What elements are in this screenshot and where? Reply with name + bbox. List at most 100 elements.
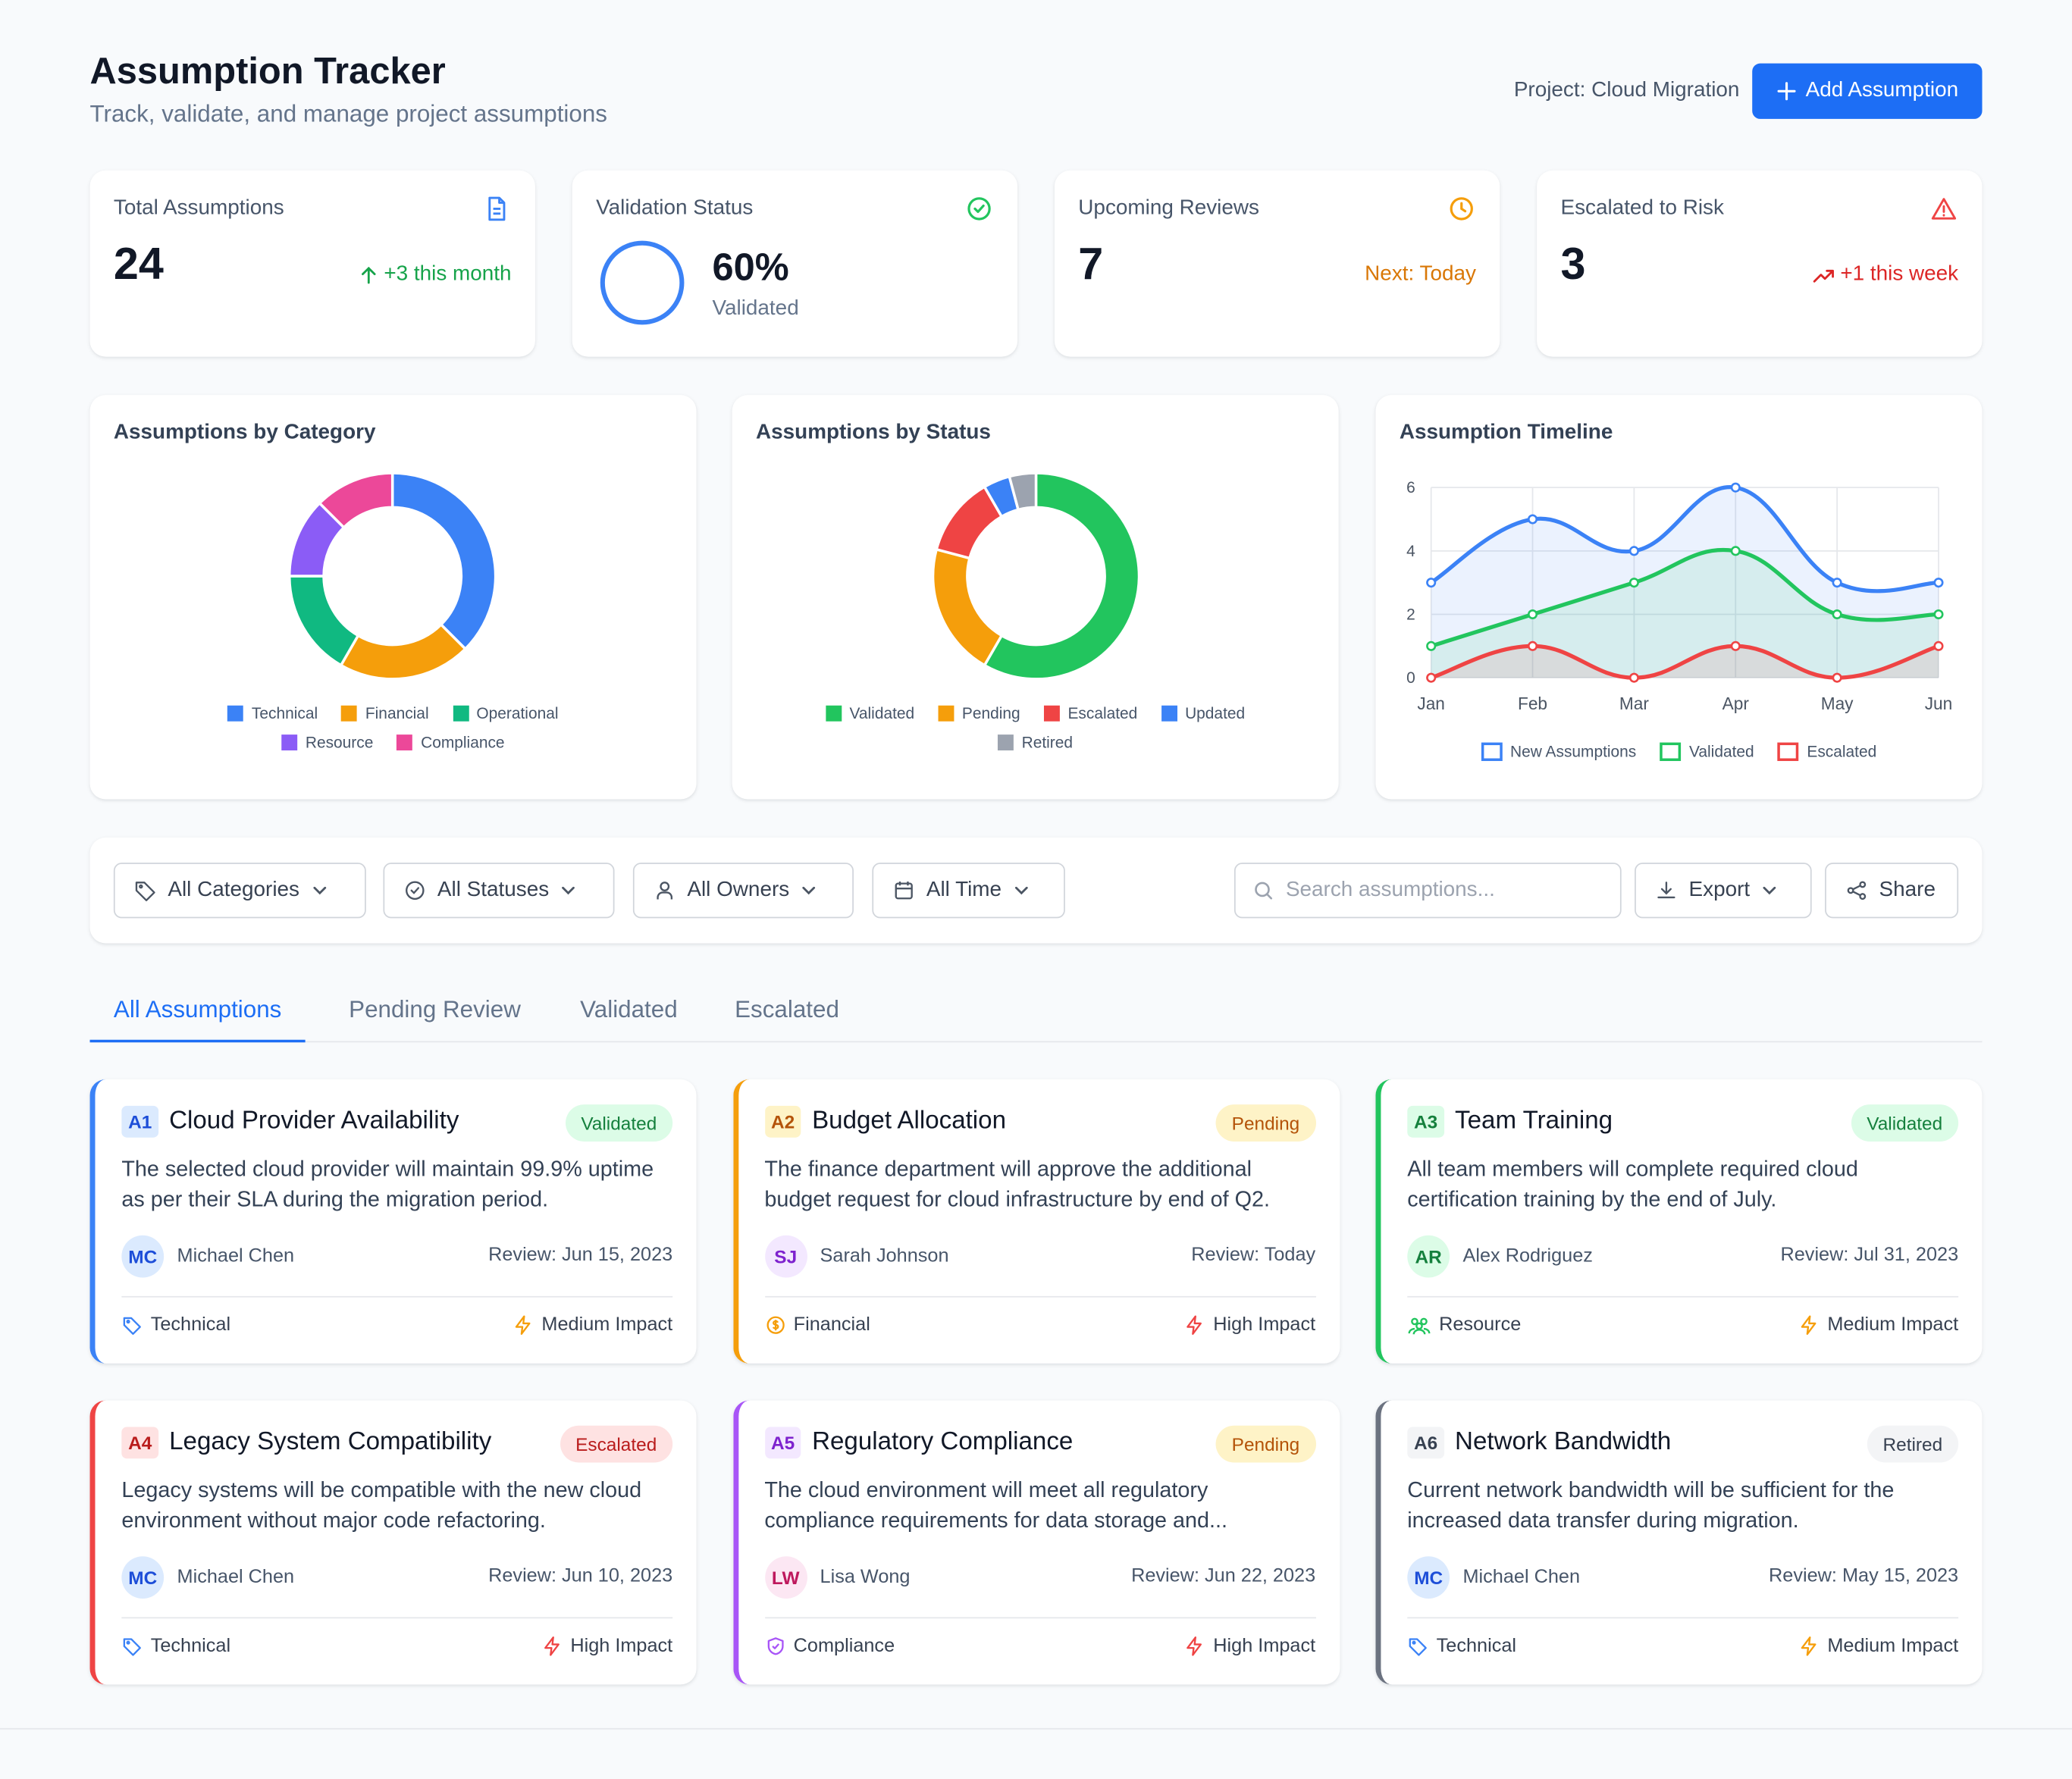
assumption-description: The selected cloud provider will maintai… (121, 1157, 654, 1212)
assumption-title[interactable]: Regulatory Compliance (812, 1428, 1074, 1456)
legend-item: New Assumptions (1481, 742, 1636, 761)
card-divider (121, 1295, 673, 1298)
status-badge: Validated (565, 1104, 673, 1142)
legend-item: Validated (1660, 742, 1754, 761)
document-icon (488, 196, 506, 221)
download-icon (1657, 882, 1675, 899)
project-label: Project: Cloud Migration (1513, 79, 1740, 102)
legend-item-resource: Resource (281, 733, 373, 752)
legend-label: Escalated (1807, 742, 1877, 761)
owner-filter-dropdown[interactable]: All Owners (632, 863, 854, 919)
assumption-category: Resource (1407, 1314, 1521, 1336)
footer-divider (0, 1727, 2072, 1730)
x-tick-label: May (1821, 694, 1854, 713)
user-icon (657, 882, 673, 900)
legend-label: Technical (251, 704, 318, 723)
validation-percent: 60% (712, 246, 789, 290)
calendar-icon (895, 882, 913, 900)
stat-label: Escalated to Risk (1560, 196, 1724, 220)
stat-value: 24 (113, 239, 164, 290)
stat-value: 7 (1078, 239, 1104, 290)
impact-label: High Impact (1213, 1635, 1316, 1657)
review-date: Review: Jun 15, 2023 (488, 1244, 673, 1266)
owner-name: Alex Rodriguez (1462, 1245, 1593, 1267)
legend-label: Updated (1185, 704, 1246, 723)
assumption-id: A3 (1407, 1105, 1444, 1138)
y-tick-label: 0 (1406, 669, 1415, 687)
assumption-title[interactable]: Budget Allocation (812, 1107, 1007, 1135)
assumption-title[interactable]: Cloud Provider Availability (169, 1107, 459, 1135)
assumption-tabs: All Assumptions Pending Review Validated… (89, 983, 1983, 1043)
legend-swatch (1481, 742, 1503, 761)
owner-name: Lisa Wong (820, 1567, 911, 1589)
data-point (1527, 641, 1538, 651)
data-point (1527, 514, 1538, 525)
assumption-card[interactable]: A4 Legacy System Compatibility Escalated… (89, 1400, 697, 1685)
tag-icon (123, 1317, 141, 1336)
export-dropdown[interactable]: Export (1635, 863, 1812, 919)
data-point (1933, 578, 1944, 588)
avatar: MC (1407, 1556, 1450, 1599)
legend-swatch (227, 705, 244, 722)
assumption-title[interactable]: Legacy System Compatibility (169, 1428, 492, 1456)
share-label: Share (1879, 879, 1936, 901)
category-label: Compliance (793, 1635, 895, 1657)
time-filter-dropdown[interactable]: All Time (872, 863, 1065, 919)
share-icon (1847, 881, 1867, 900)
tab-all-assumptions[interactable]: All Assumptions (89, 996, 306, 1043)
data-point (1832, 578, 1842, 588)
assumption-card[interactable]: A2 Budget Allocation Pending The finance… (732, 1079, 1340, 1364)
series-area-1 (1431, 550, 1939, 678)
status-filter-dropdown[interactable]: All Statuses (383, 863, 615, 919)
assumption-title[interactable]: Network Bandwidth (1455, 1428, 1672, 1456)
tab-validated[interactable]: Validated (580, 996, 678, 1023)
assumption-card[interactable]: A1 Cloud Provider Availability Validated… (89, 1079, 697, 1364)
data-point (1426, 672, 1437, 683)
x-tick-label: Feb (1518, 694, 1547, 713)
category-filter-dropdown[interactable]: All Categories (113, 863, 366, 919)
legend-item-compliance: Compliance (397, 733, 505, 752)
legend-item-escalated: Escalated (1044, 704, 1137, 722)
avatar: MC (121, 1235, 165, 1278)
legend-label: Pending (961, 704, 1020, 723)
card-divider (764, 1617, 1316, 1619)
legend-label: Financial (365, 704, 429, 723)
search-box (1233, 863, 1622, 919)
stat-note-text: +1 this week (1840, 262, 1959, 286)
data-point (1832, 672, 1842, 683)
add-assumption-button[interactable]: Add Assumption (1752, 63, 1983, 119)
donut-slice-pending (931, 547, 1004, 668)
data-point (1730, 546, 1741, 556)
impact-label: High Impact (570, 1635, 673, 1657)
plus-icon (1778, 82, 1797, 101)
status-badge: Validated (1851, 1104, 1959, 1142)
assumption-category: Technical (1407, 1636, 1516, 1657)
filter-label: All Statuses (437, 879, 550, 901)
share-button[interactable]: Share (1825, 863, 1959, 919)
tag-icon (123, 1638, 141, 1656)
assumption-description: Legacy systems will be compatible with t… (121, 1478, 642, 1533)
timeline-area-chart: 0 2 4 6 Jan Feb Mar Apr May Jun (1406, 479, 1952, 713)
review-date: Review: Jun 10, 2023 (488, 1565, 673, 1587)
assumption-id: A1 (121, 1105, 158, 1138)
assumption-card[interactable]: A6 Network Bandwidth Retired Current net… (1375, 1400, 1983, 1685)
review-date: Review: May 15, 2023 (1769, 1565, 1959, 1587)
category-label: Technical (1436, 1635, 1517, 1657)
stat-note-text: Next: Today (1365, 262, 1476, 286)
search-input[interactable] (1285, 879, 1603, 903)
tab-escalated[interactable]: Escalated (735, 996, 839, 1023)
assumption-card[interactable]: A5 Regulatory Compliance Pending The clo… (732, 1400, 1340, 1685)
assumption-owner: LW Lisa Wong (764, 1556, 910, 1599)
chevron-down-icon (1014, 886, 1028, 895)
tab-pending-review[interactable]: Pending Review (349, 996, 521, 1023)
assumption-impact: Medium Impact (1798, 1636, 1958, 1657)
impact-label: Medium Impact (1827, 1314, 1959, 1336)
assumption-category: Technical (121, 1314, 230, 1336)
stat-card-escalated: Escalated to Risk 3 +1 this week (1537, 170, 1983, 357)
assumption-description: Current network bandwidth will be suffic… (1407, 1478, 1895, 1533)
assumption-card[interactable]: A3 Team Training Validated All team memb… (1375, 1079, 1983, 1364)
arrow-up-icon (361, 266, 375, 284)
legend-swatch (452, 705, 469, 722)
chart-title: Assumption Timeline (1399, 421, 1613, 444)
assumption-title[interactable]: Team Training (1455, 1107, 1613, 1135)
